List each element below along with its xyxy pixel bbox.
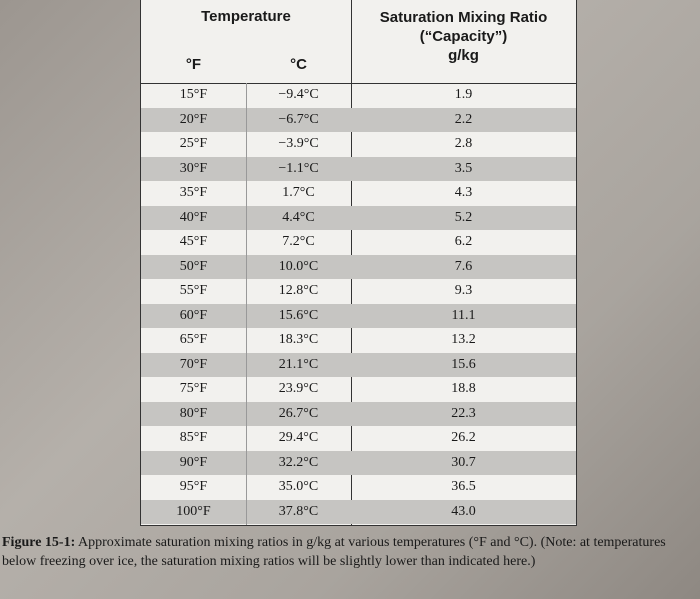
header-group: Temperature: [201, 8, 291, 25]
table-cell: 30.7: [451, 454, 476, 470]
table-cell: 18.8: [451, 381, 476, 396]
table-cell: 95°F: [179, 479, 208, 494]
table-cell: 36.5: [451, 479, 476, 494]
table-row: 30°F −1.1°C 3.5: [141, 156, 576, 181]
table-cell: 35.0°C: [278, 479, 319, 494]
table-cell: 2.2: [454, 111, 473, 127]
table-cell: −3.9°C: [278, 136, 319, 151]
table-row: 35°F 1.7°C 4.3: [141, 181, 576, 206]
table-row: 20°F −6.7°C 2.2: [141, 107, 576, 132]
header-cell: °C: [290, 56, 307, 73]
table-cell: 30°F: [179, 160, 208, 176]
table-cell: 23.9°C: [278, 381, 319, 396]
table: Temperature Saturation Mixing Ratio (“Ca…: [140, 0, 577, 526]
table-cell: 60°F: [179, 307, 208, 323]
table-row: 55°F 12.8°C 9.3: [141, 279, 576, 304]
table-cell: 45°F: [179, 234, 208, 249]
divider: [141, 83, 576, 84]
table-cell: 15°F: [179, 87, 208, 102]
header-group: Saturation Mixing Ratio (“Capacity”) g/k…: [351, 8, 576, 65]
table-cell: 29.4°C: [278, 430, 319, 445]
table-cell: 18.3°C: [278, 332, 319, 347]
table-row: 85°F 29.4°C 26.2: [141, 426, 576, 451]
table-row: 15°F −9.4°C 1.9: [141, 83, 576, 108]
table-row: 70°F 21.1°C 15.6: [141, 352, 576, 377]
table-cell: 15.6°C: [278, 307, 319, 323]
table-cell: 35°F: [179, 185, 208, 200]
table-row: 40°F 4.4°C 5.2: [141, 205, 576, 230]
caption-text: Approximate saturation mixing ratios in …: [2, 535, 666, 569]
table-row: 75°F 23.9°C 18.8: [141, 377, 576, 402]
table-cell: 25°F: [179, 136, 208, 151]
table-cell: 75°F: [179, 381, 208, 396]
header-cell: °F: [185, 56, 202, 73]
table-row: 50°F 10.0°C 7.6: [141, 254, 576, 279]
table-cell: 70°F: [179, 356, 208, 372]
table-cell: 21.1°C: [278, 356, 319, 372]
table-row: 65°F 18.3°C 13.2: [141, 328, 576, 353]
table-cell: −9.4°C: [278, 87, 319, 102]
table-cell: 32.2°C: [278, 454, 319, 470]
table-cell: 22.3: [451, 405, 476, 421]
table-row: 90°F 32.2°C 30.7: [141, 450, 576, 475]
table-cell: 6.2: [454, 234, 473, 249]
table-cell: 1.7°C: [282, 185, 315, 200]
table-cell: 50°F: [179, 258, 208, 274]
table-cell: 3.5: [454, 160, 473, 176]
table-cell: 65°F: [179, 332, 208, 347]
table-cell: 85°F: [179, 430, 208, 445]
table-row: 25°F −3.9°C 2.8: [141, 132, 576, 157]
table-cell: 26.7°C: [278, 405, 319, 421]
divider: [246, 83, 247, 525]
table-cell: 37.8°C: [278, 503, 319, 519]
table-cell: 26.2: [451, 430, 476, 445]
table-cell: 100°F: [176, 503, 211, 519]
table-row: 60°F 15.6°C 11.1: [141, 303, 576, 328]
table-cell: 15.6: [451, 356, 476, 372]
table-cell: 11.1: [451, 307, 476, 323]
caption: Figure 15-1: Approximate saturation mixi…: [2, 533, 698, 571]
header-line: Saturation Mixing Ratio: [379, 9, 548, 26]
table-cell: 43.0: [451, 503, 476, 519]
table-cell: 13.2: [451, 332, 476, 347]
table-cell: 9.3: [454, 283, 473, 298]
table-cell: 2.8: [454, 136, 473, 151]
table-cell: 1.9: [454, 87, 473, 102]
table-cell: 7.2°C: [282, 234, 315, 249]
table-cell: 10.0°C: [278, 258, 319, 274]
caption-label: Figure 15-1:: [2, 535, 76, 550]
table-cell: −1.1°C: [278, 160, 319, 176]
table-cell: 5.2: [454, 209, 473, 225]
table-row: 45°F 7.2°C 6.2: [141, 230, 576, 255]
table-cell: 12.8°C: [278, 283, 319, 298]
header-line: g/kg: [448, 47, 479, 64]
table-cell: 40°F: [179, 209, 208, 225]
table-row: 80°F 26.7°C 22.3: [141, 401, 576, 426]
table-cell: −6.7°C: [278, 111, 319, 127]
table-cell: 7.6: [454, 258, 473, 274]
table-cell: 55°F: [179, 283, 208, 298]
table-row: 95°F 35.0°C 36.5: [141, 475, 576, 500]
table-cell: 20°F: [179, 111, 208, 127]
table-row: 100°F 37.8°C 43.0: [141, 499, 576, 524]
table-cell: 4.4°C: [282, 209, 315, 225]
table-cell: 90°F: [179, 454, 208, 470]
header-line: (“Capacity”): [419, 28, 508, 45]
table-cell: 80°F: [179, 405, 208, 421]
table-cell: 4.3: [454, 185, 473, 200]
